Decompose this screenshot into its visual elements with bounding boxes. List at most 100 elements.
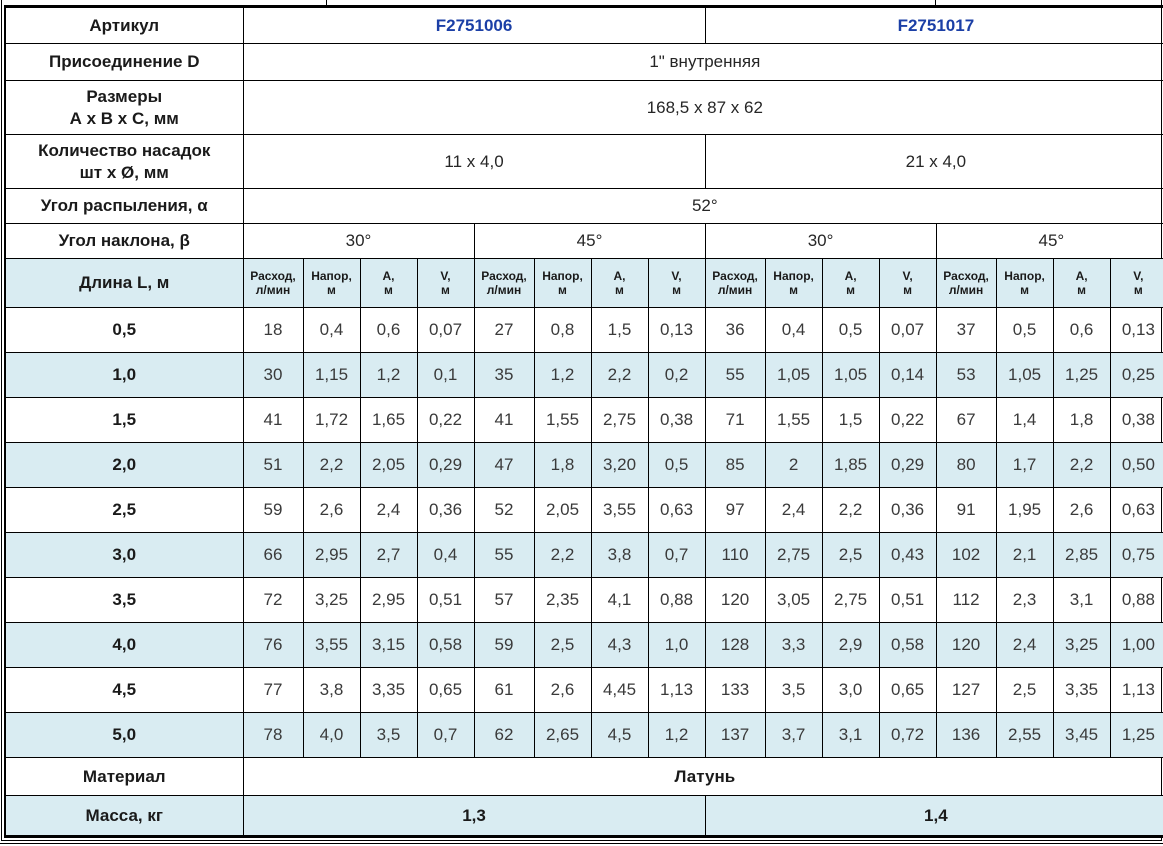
data-cell: 1,8: [1052, 397, 1111, 443]
data-cell: 2,2: [590, 352, 649, 398]
data-cell: 120: [704, 577, 766, 623]
data-cell: 0,7: [647, 532, 706, 578]
tilt-angle-value: 30°: [242, 223, 475, 259]
row-label: Угол распыления, α: [4, 188, 244, 224]
data-cell: 72: [242, 577, 304, 623]
data-cell: 3,7: [764, 712, 823, 758]
data-cell: 1,05: [764, 352, 823, 398]
data-cell: 0,4: [302, 307, 361, 353]
tilt-angle-value: 45°: [935, 223, 1163, 259]
row-label: Масса, кг: [4, 795, 244, 837]
divider-line: [326, 0, 327, 5]
data-cell: 128: [704, 622, 766, 668]
data-cell: 41: [473, 397, 535, 443]
data-cell: 1,05: [995, 352, 1054, 398]
column-header: V, м: [878, 258, 937, 308]
data-cell: 0,07: [416, 307, 475, 353]
table-row: 2,5 59 2,6 2,4 0,36 52 2,05 3,55 0,63 97 2,4 2,2 0,3…: [4, 487, 1163, 533]
length-cell: 2,0: [4, 442, 244, 488]
data-cell: 71: [704, 397, 766, 443]
data-cell: 0,36: [878, 487, 937, 533]
data-cell: 76: [242, 622, 304, 668]
data-cell: 0,14: [878, 352, 937, 398]
data-cell: 3,3: [764, 622, 823, 668]
data-cell: 2,75: [821, 577, 880, 623]
column-header: Расход, л/мин: [704, 258, 766, 308]
data-cell: 0,58: [416, 622, 475, 668]
column-header: Напор, м: [764, 258, 823, 308]
row-material: Материал Латунь: [4, 757, 1163, 796]
data-cell: 4,0: [302, 712, 361, 758]
data-cell: 0,13: [1109, 307, 1163, 353]
nozzles-left: 11 x 4,0: [242, 134, 706, 189]
data-cell: 2,55: [995, 712, 1054, 758]
data-cell: 136: [935, 712, 997, 758]
data-cell: 0,6: [1052, 307, 1111, 353]
data-cell: 1,7: [995, 442, 1054, 488]
data-cell: 0,6: [359, 307, 418, 353]
data-cell: 55: [704, 352, 766, 398]
data-cell: 41: [242, 397, 304, 443]
data-cell: 0,29: [416, 442, 475, 488]
data-cell: 4,3: [590, 622, 649, 668]
data-cell: 55: [473, 532, 535, 578]
data-cell: 102: [935, 532, 997, 578]
data-cell: 3,15: [359, 622, 418, 668]
data-cell: 1,4: [995, 397, 1054, 443]
data-cell: 61: [473, 667, 535, 713]
row-mass: Масса, кг 1,3 1,4: [4, 795, 1163, 837]
length-cell: 3,5: [4, 577, 244, 623]
data-cell: 0,4: [416, 532, 475, 578]
column-header: V, м: [416, 258, 475, 308]
table-row: 3,5 72 3,25 2,95 0,51 57 2,35 4,1 0,88 120 3,05 2,7…: [4, 577, 1163, 623]
data-cell: 3,5: [359, 712, 418, 758]
data-cell: 2,75: [590, 397, 649, 443]
data-cell: 0,63: [1109, 487, 1163, 533]
table-row: 5,0 78 4,0 3,5 0,7 62 2,65 4,5 1,2 137 3,7 3,1 0,72 1…: [4, 712, 1163, 758]
row-spray-angle: Угол распыления, α 52°: [4, 188, 1163, 224]
data-cell: 1,8: [533, 442, 592, 488]
mass-left: 1,3: [242, 795, 706, 837]
data-cell: 3,45: [1052, 712, 1111, 758]
data-cell: 0,38: [1109, 397, 1163, 443]
data-cell: 1,13: [647, 667, 706, 713]
data-cell: 51: [242, 442, 304, 488]
data-cell: 0,51: [416, 577, 475, 623]
data-cell: 3,8: [590, 532, 649, 578]
data-cell: 37: [935, 307, 997, 353]
data-cell: 120: [935, 622, 997, 668]
data-cell: 2,7: [359, 532, 418, 578]
data-cell: 3,5: [764, 667, 823, 713]
length-cell: 0,5: [4, 307, 244, 353]
data-cell: 2,95: [359, 577, 418, 623]
table-row: 1,5 41 1,72 1,65 0,22 41 1,55 2,75 0,38 71 1,55 1,5…: [4, 397, 1163, 443]
length-cell: 4,5: [4, 667, 244, 713]
data-cell: 137: [704, 712, 766, 758]
data-cell: 2,3: [995, 577, 1054, 623]
data-cell: 0,25: [1109, 352, 1163, 398]
spray-angle-value: 52°: [242, 188, 1163, 224]
data-cell: 3,05: [764, 577, 823, 623]
table-row: 4,0 76 3,55 3,15 0,58 59 2,5 4,3 1,0 128 3,3 2,9 0,5…: [4, 622, 1163, 668]
table-row: 4,5 77 3,8 3,35 0,65 61 2,6 4,45 1,13 133 3,5 3,0 0,…: [4, 667, 1163, 713]
data-cell: 3,25: [1052, 622, 1111, 668]
column-header: А, м: [590, 258, 649, 308]
data-cell: 0,22: [416, 397, 475, 443]
data-cell: 2,2: [533, 532, 592, 578]
data-cell: 1,65: [359, 397, 418, 443]
data-cell: 2,75: [764, 532, 823, 578]
table-row: 1,0 30 1,15 1,2 0,1 35 1,2 2,2 0,2 55 1,05 1,05 0,14…: [4, 352, 1163, 398]
data-cell: 0,51: [878, 577, 937, 623]
data-cell: 0,75: [1109, 532, 1163, 578]
data-cell: 4,45: [590, 667, 649, 713]
data-cell: 127: [935, 667, 997, 713]
data-cell: 0,43: [878, 532, 937, 578]
connection-value: 1" внутренняя: [242, 43, 1163, 81]
data-cell: 4,1: [590, 577, 649, 623]
data-cell: 0,7: [416, 712, 475, 758]
column-header: А, м: [1052, 258, 1111, 308]
data-cell: 1,25: [1052, 352, 1111, 398]
data-cell: 53: [935, 352, 997, 398]
data-cell: 2,95: [302, 532, 361, 578]
article-number-left: F2751006: [242, 6, 706, 44]
